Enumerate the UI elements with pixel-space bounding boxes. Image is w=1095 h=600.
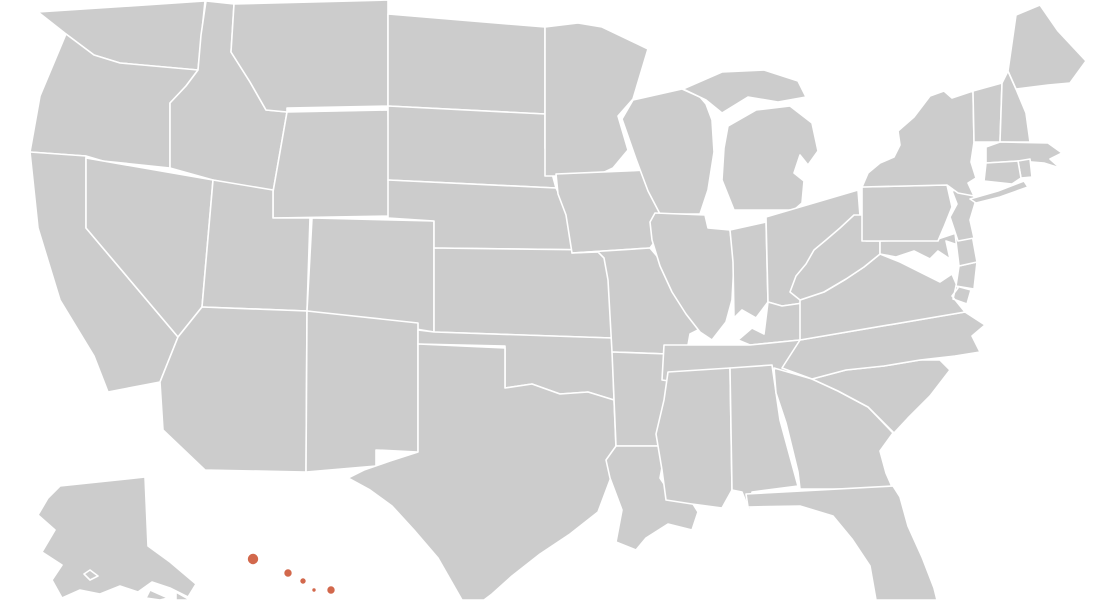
state-connecticut[interactable] — [983, 160, 1022, 185]
states-layer — [29, 0, 1087, 600]
state-vermont[interactable] — [972, 82, 1003, 143]
state-north-carolina[interactable] — [781, 311, 986, 380]
state-pennsylvania[interactable] — [861, 184, 953, 242]
state-illinois[interactable] — [649, 212, 735, 341]
state-texas[interactable] — [347, 343, 617, 600]
state-south-dakota[interactable] — [387, 105, 557, 189]
state-florida[interactable] — [745, 485, 938, 600]
state-new-mexico[interactable] — [305, 310, 419, 473]
state-alaska[interactable] — [37, 476, 197, 600]
state-kansas[interactable] — [433, 247, 613, 339]
state-michigan[interactable] — [682, 69, 819, 211]
state-louisiana[interactable] — [605, 445, 699, 551]
state-maine[interactable] — [1007, 4, 1087, 90]
state-hawaii[interactable] — [246, 552, 337, 596]
state-arizona[interactable] — [159, 306, 308, 473]
state-indiana[interactable] — [729, 221, 769, 319]
state-new-york[interactable] — [861, 90, 1029, 204]
state-mississippi[interactable] — [655, 367, 733, 509]
state-north-dakota[interactable] — [387, 13, 546, 115]
state-wyoming[interactable] — [272, 109, 391, 219]
